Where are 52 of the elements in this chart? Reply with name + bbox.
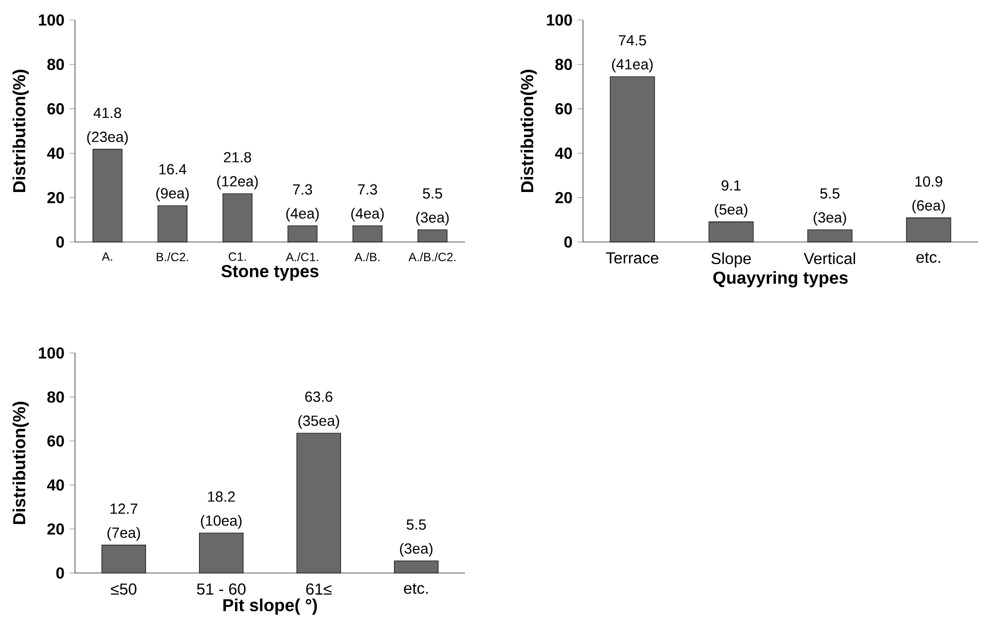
x-tick-label: A. bbox=[102, 252, 112, 261]
x-tick-label: A./C1. bbox=[286, 252, 318, 262]
data-label: 9.1 (5ea) bbox=[714, 180, 748, 218]
x-tick-label: 51 - 60 bbox=[196, 583, 246, 595]
x-axis-title: Quayyring types bbox=[713, 271, 848, 288]
y-tick-label: 100 bbox=[38, 347, 64, 359]
y-tick-label: 60 bbox=[47, 435, 64, 447]
y-tick-label: 100 bbox=[38, 14, 64, 26]
y-axis-title: Distribution(%) bbox=[520, 70, 537, 192]
data-label: 10.9 (6ea) bbox=[912, 176, 945, 214]
x-tick-label: etc. bbox=[916, 252, 940, 263]
x-axis-title: Stone types bbox=[221, 265, 318, 281]
x-tick-label: 61≤ bbox=[306, 583, 332, 595]
data-label: 63.6 (35ea) bbox=[298, 392, 340, 429]
y-tick-label: 0 bbox=[564, 236, 572, 248]
x-tick-label: Vertical bbox=[804, 252, 856, 264]
x-tick-label: A./B./C2. bbox=[408, 252, 456, 262]
y-tick-label: 20 bbox=[47, 523, 64, 535]
y-tick-label: 80 bbox=[47, 58, 64, 70]
y-tick-label: 60 bbox=[555, 103, 572, 114]
y-tick-label: 80 bbox=[555, 58, 572, 70]
data-label: 18.2 (10ea) bbox=[200, 491, 242, 529]
y-tick-label: 100 bbox=[546, 14, 572, 26]
data-label: 74.5 (41ea) bbox=[612, 35, 653, 72]
data-label: 21.8 (12ea) bbox=[217, 152, 258, 190]
data-label: 5.5 (3ea) bbox=[416, 188, 449, 226]
x-tick-label: ≤50 bbox=[110, 583, 136, 595]
data-label: 12.7 (7ea) bbox=[108, 504, 140, 541]
y-tick-label: 0 bbox=[56, 236, 64, 248]
x-tick-label: Terrace bbox=[606, 252, 658, 264]
x-tick-label: A./B. bbox=[354, 252, 380, 262]
x-tick-label: B./C2. bbox=[156, 252, 188, 262]
data-label: 7.3 (4ea) bbox=[286, 184, 319, 222]
y-tick-label: 40 bbox=[555, 148, 572, 159]
x-tick-label: etc. bbox=[404, 583, 428, 594]
y-tick-label: 80 bbox=[47, 391, 64, 403]
data-label: 5.5 (3ea) bbox=[814, 188, 846, 226]
y-tick-label: 40 bbox=[47, 148, 64, 159]
y-axis-title: Distribution(%) bbox=[12, 70, 29, 192]
y-tick-label: 0 bbox=[56, 567, 64, 579]
data-label: 41.8 (23ea) bbox=[87, 108, 128, 145]
data-label: 5.5 (3ea) bbox=[400, 520, 432, 557]
data-label: 7.3 (4ea) bbox=[351, 184, 384, 222]
y-tick-label: 60 bbox=[47, 103, 64, 114]
x-tick-label: Slope bbox=[711, 252, 751, 268]
y-axis-title: Distribution(%) bbox=[12, 402, 29, 524]
y-tick-label: 20 bbox=[47, 192, 64, 204]
x-tick-label: C1. bbox=[228, 252, 246, 261]
data-label: 16.4 (9ea) bbox=[156, 164, 189, 202]
y-tick-label: 40 bbox=[47, 479, 64, 491]
y-tick-label: 20 bbox=[555, 192, 572, 204]
x-axis-title: Pit slope( °) bbox=[223, 598, 317, 615]
